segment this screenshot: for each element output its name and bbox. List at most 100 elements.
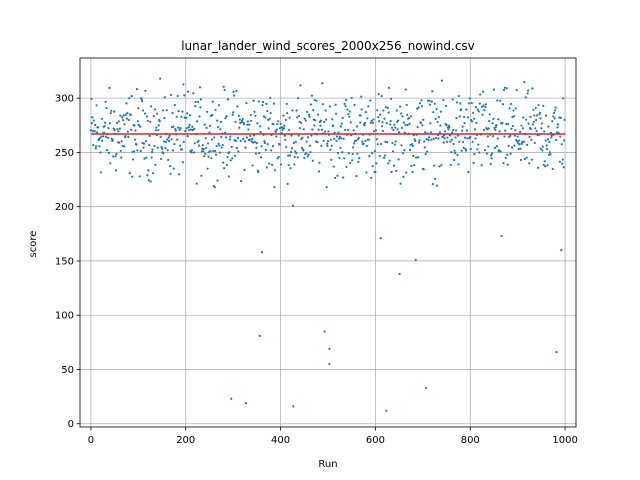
data-point xyxy=(548,151,552,154)
data-point xyxy=(490,152,494,155)
data-point xyxy=(164,141,167,144)
data-point xyxy=(545,114,548,117)
data-point xyxy=(352,146,355,149)
data-point xyxy=(153,144,156,148)
data-point xyxy=(469,147,472,150)
data-point xyxy=(242,137,245,140)
data-point xyxy=(256,122,259,125)
data-point xyxy=(257,100,260,103)
data-point xyxy=(492,88,496,91)
x-tick-label: 800 xyxy=(461,435,480,446)
data-point xyxy=(266,143,269,146)
data-point xyxy=(293,163,296,166)
data-point xyxy=(499,99,502,102)
data-point xyxy=(268,162,271,165)
data-point xyxy=(263,140,266,143)
data-point xyxy=(562,97,565,100)
data-point xyxy=(159,135,162,138)
data-point xyxy=(495,145,498,148)
data-point xyxy=(327,130,330,133)
data-point xyxy=(314,119,317,122)
data-point xyxy=(203,155,206,158)
data-point xyxy=(214,153,218,156)
data-point xyxy=(404,88,407,91)
data-point xyxy=(252,99,255,102)
data-point xyxy=(135,143,138,146)
data-point xyxy=(250,140,253,143)
data-point xyxy=(172,167,175,170)
data-point xyxy=(251,141,255,144)
data-point xyxy=(399,112,403,115)
data-point xyxy=(275,135,278,138)
data-point xyxy=(245,102,248,105)
data-point xyxy=(283,124,286,127)
data-point xyxy=(472,117,476,120)
data-point xyxy=(384,106,387,109)
data-point xyxy=(363,124,366,127)
data-point xyxy=(381,129,385,132)
data-point xyxy=(169,172,172,175)
data-point xyxy=(459,102,462,105)
data-point xyxy=(465,129,469,132)
data-point xyxy=(425,138,428,141)
data-point xyxy=(445,124,448,127)
data-point xyxy=(120,156,123,159)
data-point xyxy=(161,109,165,112)
data-point xyxy=(215,144,218,148)
data-point xyxy=(505,122,508,126)
data-point xyxy=(340,122,343,125)
y-tick-label: 300 xyxy=(55,94,74,105)
data-point xyxy=(405,103,408,107)
data-point xyxy=(456,134,460,137)
data-point xyxy=(415,156,418,159)
data-point xyxy=(329,138,332,141)
data-point xyxy=(561,158,564,161)
data-point xyxy=(134,129,137,132)
data-point xyxy=(294,150,297,153)
data-point xyxy=(286,112,289,115)
data-point xyxy=(455,117,458,120)
data-point xyxy=(142,142,146,145)
data-point xyxy=(494,125,497,129)
data-point xyxy=(560,143,563,146)
data-point xyxy=(193,127,196,131)
data-point xyxy=(515,88,518,92)
data-point xyxy=(540,127,543,130)
data-point xyxy=(129,114,132,117)
data-point xyxy=(286,182,289,186)
data-point xyxy=(115,121,119,125)
data-point xyxy=(257,170,260,173)
data-point xyxy=(379,113,382,116)
data-point xyxy=(380,142,383,146)
data-point xyxy=(291,109,294,112)
x-tick-label: 1000 xyxy=(552,435,577,446)
data-point xyxy=(342,176,345,179)
data-point xyxy=(554,109,557,112)
data-point xyxy=(502,88,506,92)
outlier-point xyxy=(292,405,295,408)
data-point xyxy=(175,115,178,118)
data-point xyxy=(181,161,184,164)
data-point xyxy=(491,135,495,138)
data-point xyxy=(149,120,152,123)
data-point xyxy=(218,151,221,154)
data-point xyxy=(563,139,566,142)
data-point xyxy=(498,149,501,152)
data-point xyxy=(279,163,283,166)
data-point xyxy=(442,141,445,144)
data-point xyxy=(530,158,534,161)
outlier-point xyxy=(328,347,331,350)
data-point xyxy=(404,123,407,126)
data-point xyxy=(303,156,306,160)
data-point xyxy=(370,176,373,180)
data-point xyxy=(193,142,196,145)
data-point xyxy=(517,147,520,151)
data-point xyxy=(389,97,393,101)
data-point xyxy=(138,175,141,178)
data-point xyxy=(170,138,173,141)
data-point xyxy=(338,156,341,159)
data-point xyxy=(304,119,307,122)
data-point xyxy=(167,158,170,162)
data-point xyxy=(196,120,199,123)
